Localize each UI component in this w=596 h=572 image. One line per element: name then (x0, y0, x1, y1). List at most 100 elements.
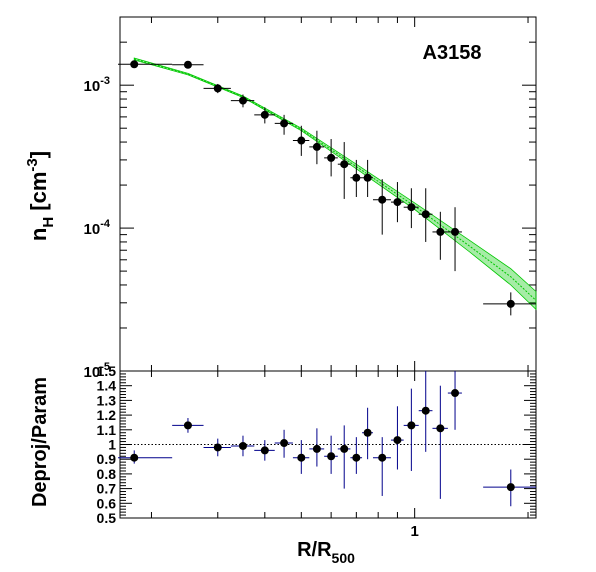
tick-label-exponent: -4 (100, 218, 111, 230)
bottom-point (390, 406, 404, 470)
bottom-y-tick-label: 0.9 (97, 451, 117, 467)
top-y-tick-label: 10-5 (84, 361, 110, 381)
top-point (324, 139, 338, 177)
cluster-annotation: A3158 (423, 42, 482, 64)
bottom-point (309, 428, 325, 467)
top-panel-tick-labels: 10-310-410-5 (84, 75, 111, 381)
bottom-panel-axis-ticks (120, 370, 536, 519)
top-ylabel-subscript: H (40, 217, 57, 228)
bottom-point (362, 407, 373, 460)
bottom-marker (280, 439, 289, 448)
bottom-marker (213, 443, 222, 452)
top-marker (327, 153, 336, 162)
bottom-y-tick-label: 0.7 (97, 481, 117, 497)
bottom-x-tick-label: 1 (410, 523, 418, 540)
bottom-y-tick-label: 0.8 (97, 466, 117, 482)
top-ylabel: nH [cm-3] (24, 151, 57, 241)
top-panel-frame (119, 16, 537, 372)
top-point (432, 211, 448, 260)
bottom-point (432, 385, 448, 499)
top-point (447, 207, 462, 272)
top-y-tick-label: 10-3 (84, 75, 110, 95)
bottom-point (324, 435, 338, 474)
bottom-point (403, 388, 419, 471)
bottom-point (292, 440, 310, 474)
top-marker (378, 195, 387, 204)
bottom-marker (363, 428, 372, 437)
bottom-y-tick-label: 1 (108, 437, 116, 453)
top-point (418, 188, 433, 242)
bottom-point (172, 418, 204, 433)
bottom-marker (407, 421, 416, 430)
bottom-y-tick-label: 0.5 (97, 510, 117, 526)
top-point (274, 114, 293, 135)
xlabel-subscript: 500 (332, 550, 356, 566)
tick-label-base: 10 (84, 78, 101, 95)
bottom-marker (506, 483, 515, 492)
bottom-marker (378, 453, 387, 462)
bottom-y-tick-label: 0.6 (97, 495, 117, 511)
bottom-point (337, 425, 351, 489)
top-ylabel-unit-close: ] (26, 151, 51, 158)
top-marker (407, 203, 416, 212)
bottom-marker (260, 446, 269, 455)
top-point (350, 159, 363, 198)
tick-label-exponent: -3 (100, 75, 110, 87)
top-marker (297, 136, 306, 145)
top-point (403, 188, 419, 229)
top-ylabel-unit-sup: -3 (24, 158, 41, 171)
top-point (118, 60, 173, 69)
top-point (309, 130, 325, 165)
top-marker (238, 96, 247, 105)
top-marker (340, 160, 349, 169)
top-marker (506, 299, 515, 308)
bottom-point (483, 469, 536, 507)
bottom-point (203, 438, 231, 457)
top-marker (130, 60, 139, 69)
top-marker (363, 173, 372, 182)
bottom-y-tick-label: 1.3 (97, 392, 117, 408)
bottom-marker (421, 406, 430, 415)
top-marker (393, 198, 402, 207)
bottom-y-tick-label: 1.5 (97, 363, 117, 379)
bottom-point (418, 371, 433, 452)
top-y-tick-label: 10-4 (84, 218, 111, 238)
bottom-y-tick-label: 1.1 (97, 422, 117, 438)
bottom-marker (393, 436, 402, 445)
top-point (292, 125, 310, 156)
model-band (133, 57, 537, 311)
top-marker (436, 227, 445, 236)
bottom-y-tick-label: 1.2 (97, 407, 117, 423)
model-band-line (134, 58, 537, 301)
bottom-marker (238, 441, 247, 450)
xlabel-main: R/R (297, 539, 332, 561)
top-point (337, 142, 351, 199)
top-marker (421, 210, 430, 219)
bottom-marker (436, 424, 445, 433)
xlabel: R/R500 (297, 539, 355, 566)
top-point (362, 159, 373, 198)
top-marker (352, 173, 361, 182)
top-point (172, 60, 204, 69)
bottom-panel-tick-labels: 0.50.60.70.80.911.11.21.31.41.51 (97, 363, 419, 540)
model-band-area (133, 57, 537, 311)
top-panel-data-points (118, 60, 536, 316)
top-panel-axis-ticks (120, 16, 536, 372)
bottom-marker (451, 389, 460, 398)
tick-label-base: 10 (84, 221, 101, 238)
top-marker (312, 142, 321, 151)
top-point (203, 83, 231, 94)
bottom-panel-data-points (118, 371, 536, 507)
bottom-marker (352, 453, 361, 462)
bottom-marker (183, 421, 192, 430)
top-marker (260, 110, 269, 119)
top-point (372, 179, 391, 235)
top-ylabel-unit-open: [cm (26, 172, 51, 217)
top-point (230, 94, 255, 108)
top-marker (183, 60, 192, 69)
bottom-point (254, 440, 275, 461)
bottom-marker (312, 444, 321, 453)
bottom-point (372, 437, 391, 496)
bottom-point (274, 429, 293, 458)
